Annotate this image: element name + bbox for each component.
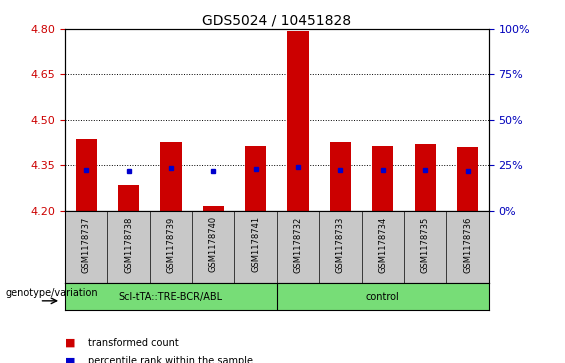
Text: GSM1178737: GSM1178737 (82, 216, 90, 273)
Text: ■: ■ (65, 356, 76, 363)
Text: percentile rank within the sample: percentile rank within the sample (88, 356, 253, 363)
Bar (203, 206, 224, 211)
Text: control: control (366, 292, 399, 302)
Text: GSM1178735: GSM1178735 (421, 216, 429, 273)
Text: GSM1178733: GSM1178733 (336, 216, 345, 273)
Text: GSM1178738: GSM1178738 (124, 216, 133, 273)
Text: GSM1178740: GSM1178740 (209, 216, 218, 273)
Bar (76, 139, 97, 211)
Bar (118, 185, 139, 211)
Text: ■: ■ (65, 338, 76, 348)
Bar (245, 146, 266, 211)
Text: GSM1178736: GSM1178736 (463, 216, 472, 273)
Text: GSM1178732: GSM1178732 (294, 216, 302, 273)
Bar (457, 147, 478, 211)
Text: GSM1178741: GSM1178741 (251, 216, 260, 273)
Bar (330, 143, 351, 211)
Title: GDS5024 / 10451828: GDS5024 / 10451828 (202, 14, 351, 28)
Text: GSM1178739: GSM1178739 (167, 216, 175, 273)
Text: genotype/variation: genotype/variation (6, 288, 98, 298)
Text: Scl-tTA::TRE-BCR/ABL: Scl-tTA::TRE-BCR/ABL (119, 292, 223, 302)
Bar (288, 30, 308, 211)
Bar (160, 143, 181, 211)
Bar (372, 146, 393, 211)
Text: transformed count: transformed count (88, 338, 179, 348)
Text: GSM1178734: GSM1178734 (379, 216, 387, 273)
Bar (415, 144, 436, 211)
